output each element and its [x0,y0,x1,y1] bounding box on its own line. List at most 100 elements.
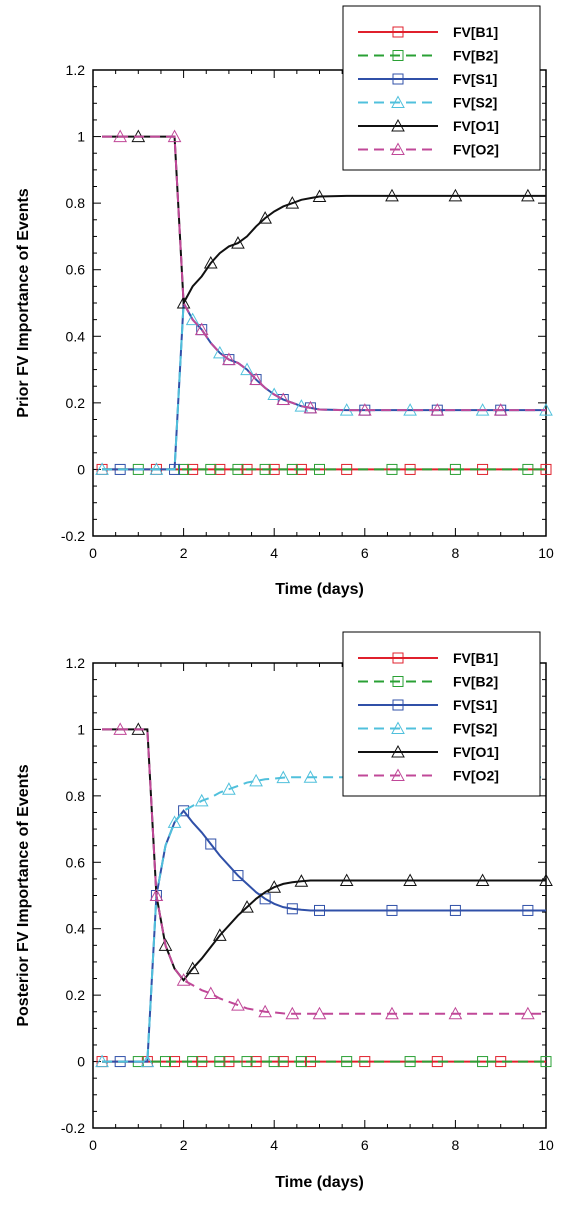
data-point [385,188,399,202]
legend-marker [391,118,405,132]
series-fv-b2- [102,1056,552,1068]
y-tick-label: 0.8 [66,788,86,804]
series-fv-o2- [102,722,546,1020]
data-point [212,928,227,941]
data-point [285,1006,300,1020]
x-tick-label: 10 [538,545,554,561]
series-line [102,299,546,471]
y-tick-label: 0.6 [66,854,86,870]
y-tick-label: 1.2 [66,655,86,671]
data-point [149,462,164,475]
series-line [102,135,546,307]
x-tick-label: 2 [180,545,188,561]
legend-marker [391,768,405,781]
data-point [267,880,282,893]
series-fv-s2- [95,299,553,475]
y-tick-label: 0.4 [66,328,86,344]
legend-label: FV[S1] [453,697,497,713]
legend-label: FV[B2] [453,48,498,64]
x-tick-label: 8 [452,545,460,561]
legend-box [342,631,541,797]
y-tick-label: 0.8 [66,195,86,211]
data-point [276,392,291,406]
y-tick-label: 0.6 [66,262,86,278]
legend-box [342,5,541,171]
data-point [259,893,271,905]
data-point [95,462,109,475]
data-point [205,463,217,475]
series-line [102,728,546,982]
x-tick-label: 0 [89,545,97,561]
data-point [149,888,164,901]
data-point [522,463,534,475]
x-axis-label: Time (days) [275,581,364,598]
legend-marker [391,95,405,108]
data-point [178,463,190,475]
x-tick-label: 10 [538,1137,554,1153]
legend-label: FV[B1] [453,650,498,666]
data-point [176,295,191,309]
y-tick-label: 0.2 [66,395,86,411]
y-tick-label: 1 [77,129,85,145]
data-point [232,463,244,475]
data-point [493,403,508,416]
series-fv-o2- [102,129,546,416]
data-point [386,463,398,475]
legend-label: FV[B2] [453,674,498,690]
data-point [449,904,461,916]
data-point [259,463,271,475]
data-point [540,1056,552,1068]
data-point [294,874,309,887]
data-point [240,362,254,376]
data-point [187,1056,199,1068]
y-axis-label: Prior FV Importance of Events [15,188,32,417]
data-point [249,773,263,787]
y-tick-label: 0 [77,1054,85,1070]
data-point [159,1056,171,1068]
data-point [449,463,461,475]
data-point [203,256,218,269]
legend-label: FV[O1] [453,744,499,760]
legend-marker [392,676,404,687]
x-tick-label: 6 [361,545,369,561]
data-point [249,372,263,386]
data-point [258,211,272,224]
data-point [205,838,217,850]
legend-marker [391,142,405,155]
data-point [222,782,236,795]
y-tick-label: 0.4 [66,921,86,937]
x-tick-label: 8 [452,1137,460,1153]
data-point [521,1006,535,1020]
legend-marker [392,652,404,664]
y-axis-label: Posterior FV Importance of Events [15,764,32,1026]
data-point [341,1056,353,1068]
data-point [339,873,354,887]
data-point [214,1056,226,1068]
legend-marker [391,744,405,758]
data-point [232,870,244,882]
legend-label: FV[O2] [453,142,499,158]
series-fv-o1- [102,129,546,309]
legend-label: FV[O2] [453,768,499,784]
data-point [185,312,200,326]
x-tick-label: 6 [361,1137,369,1153]
y-tick-label: 1 [77,721,85,737]
data-point [403,873,417,887]
data-point [294,399,309,412]
data-point [430,403,445,416]
data-point [194,322,209,336]
series-line [102,299,546,471]
data-point [268,1056,280,1068]
data-point [303,770,318,783]
legend-label: FV[S2] [453,95,497,111]
data-point [475,873,490,887]
data-point [448,188,463,202]
data-point [314,463,325,475]
data-point [385,1006,399,1020]
data-point [314,904,325,916]
y-tick-label: -0.2 [61,528,85,544]
data-point [477,1056,489,1068]
legend: FV[B1] FV[B2] FV[S1] FV[S2] FV[O1] FV[O2] [342,631,541,797]
